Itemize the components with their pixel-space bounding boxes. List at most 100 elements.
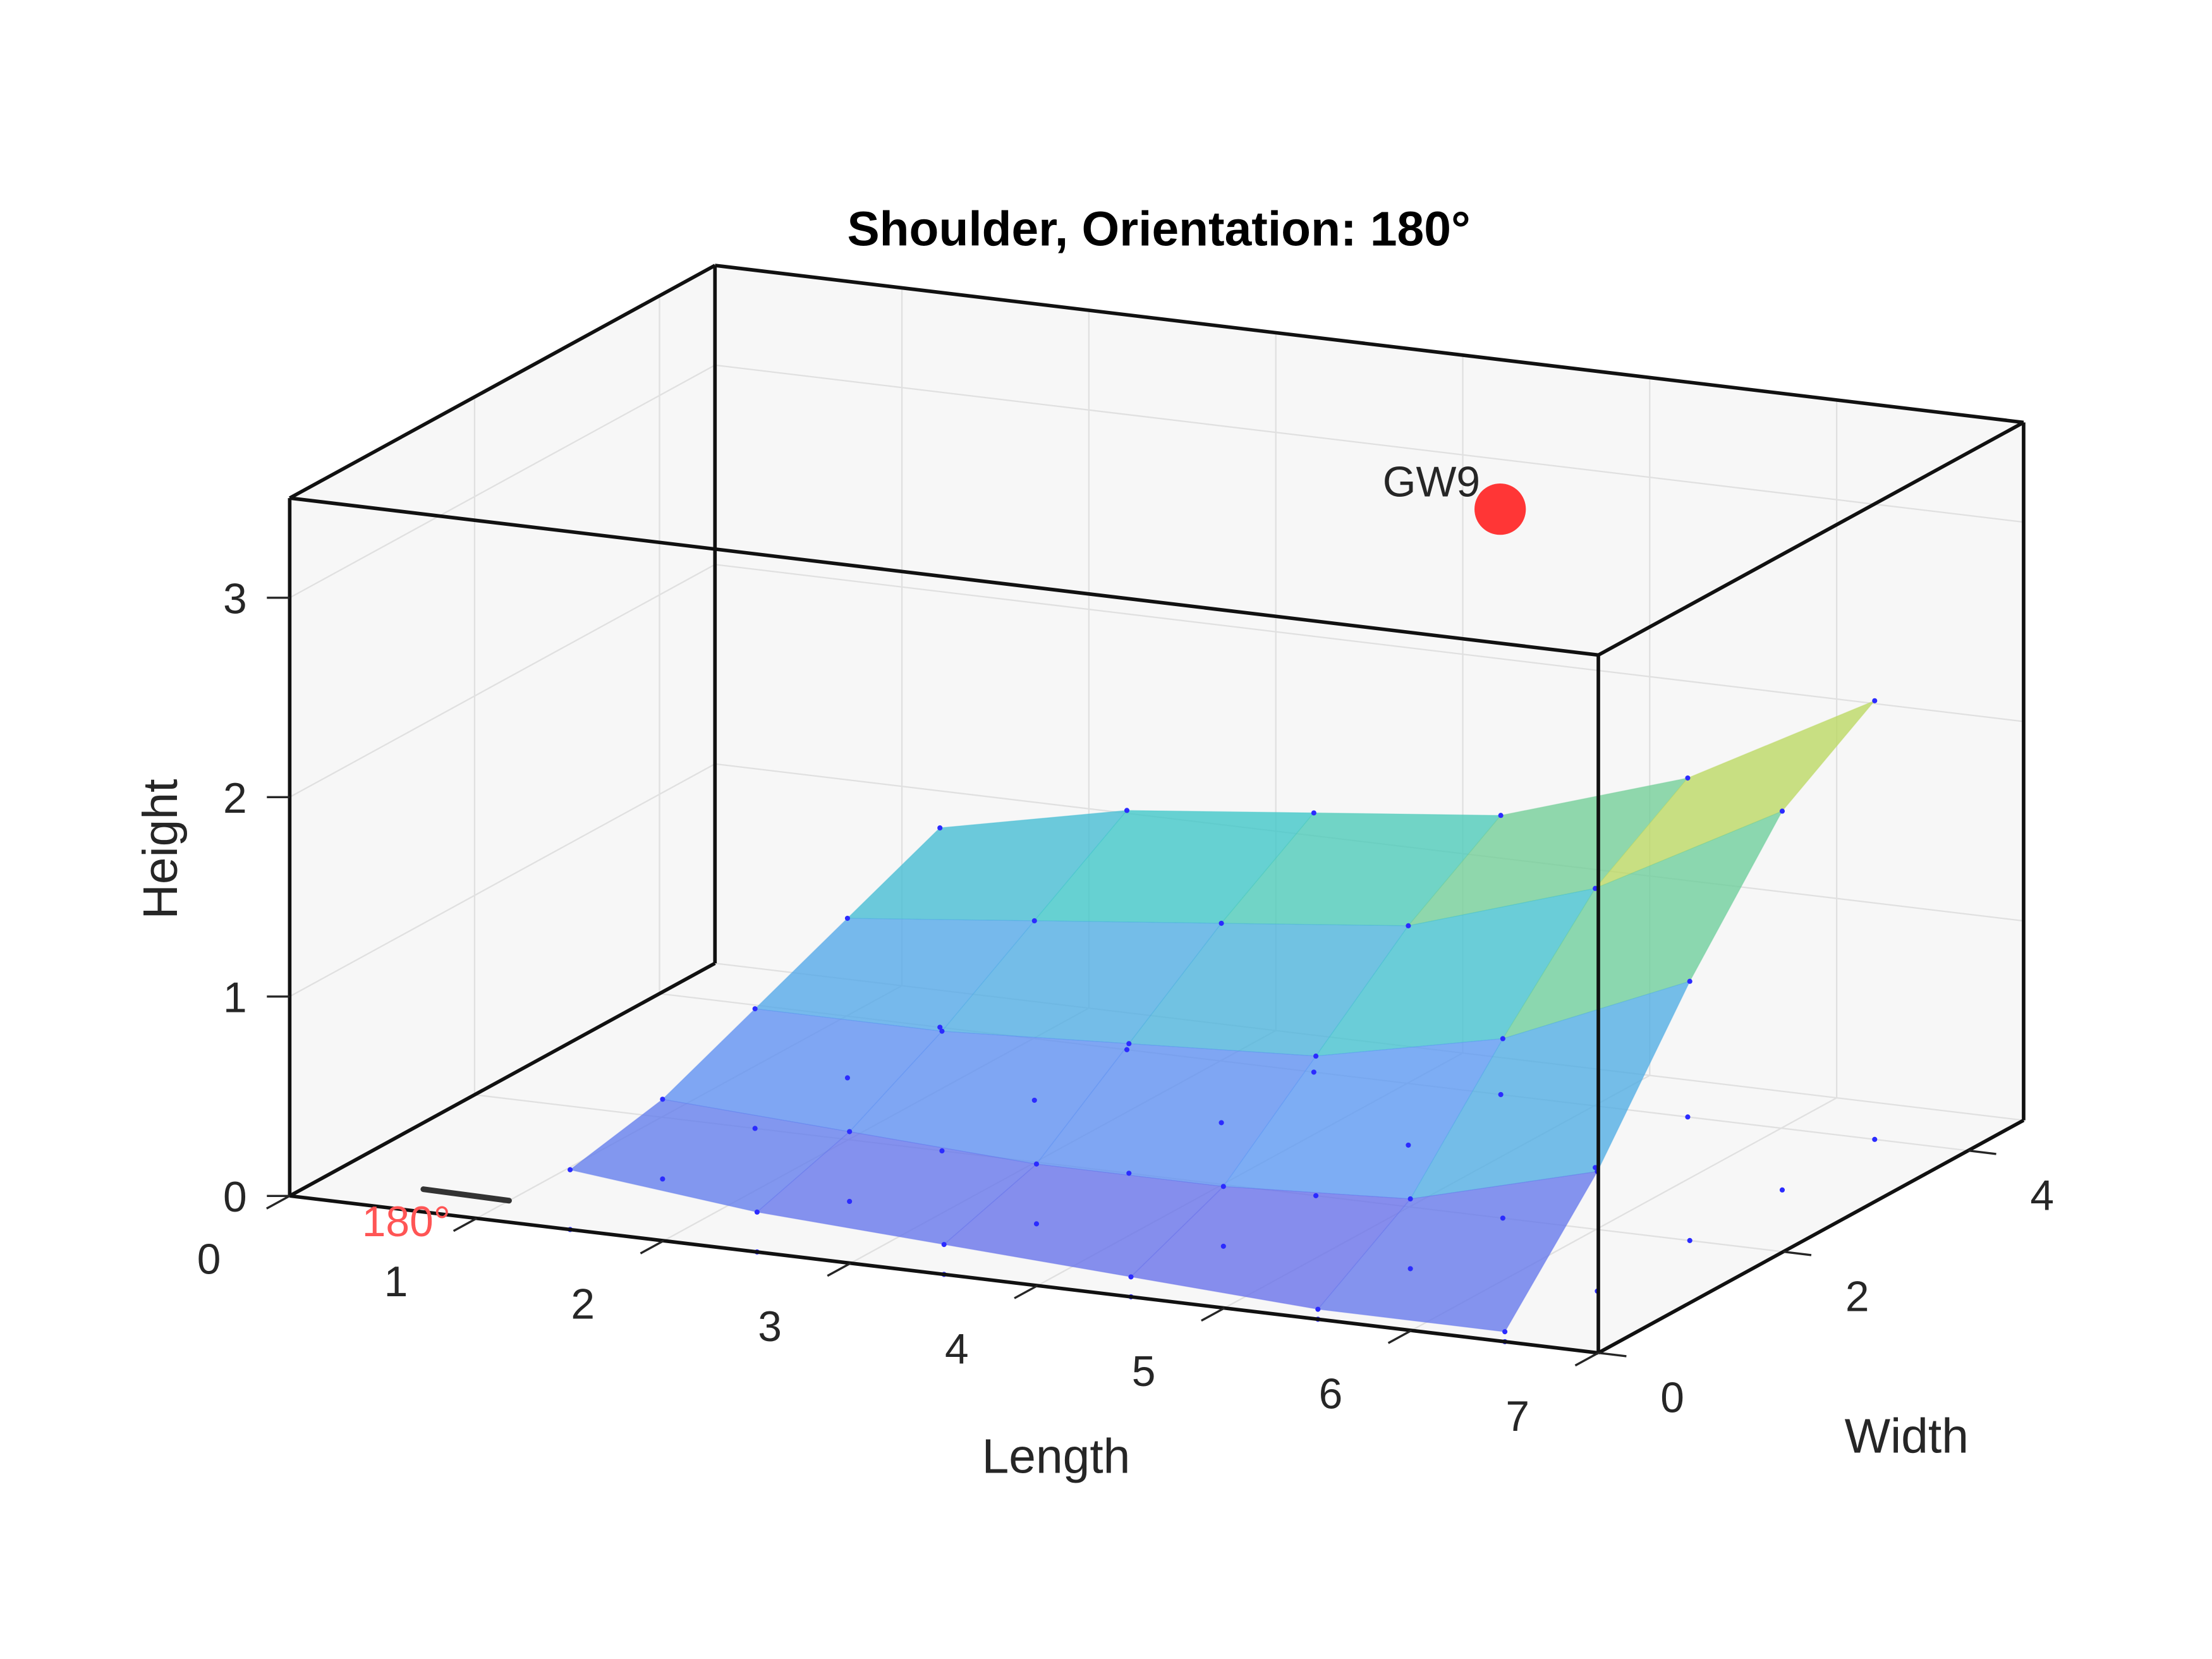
z-axis-label: Height bbox=[134, 779, 188, 920]
data-point bbox=[937, 825, 943, 831]
data-point bbox=[754, 1209, 760, 1215]
data-point bbox=[1779, 808, 1785, 814]
x-tick-label: 6 bbox=[1319, 1370, 1343, 1418]
y-tick bbox=[1783, 1250, 1812, 1256]
data-point bbox=[1311, 810, 1316, 816]
floor-point bbox=[660, 1176, 665, 1182]
data-point bbox=[1033, 1161, 1040, 1167]
z-tick-label: 3 bbox=[223, 576, 247, 623]
x-tick-label: 7 bbox=[1505, 1393, 1529, 1440]
x-tick bbox=[1201, 1307, 1225, 1322]
x-tick bbox=[453, 1217, 478, 1232]
data-point bbox=[1406, 923, 1411, 928]
x-tick bbox=[1387, 1329, 1413, 1344]
floor-point bbox=[1779, 1187, 1785, 1193]
data-point bbox=[1685, 775, 1691, 781]
floor-point bbox=[1687, 1237, 1692, 1243]
floor-point bbox=[1498, 1091, 1504, 1097]
y-tick-label: 0 bbox=[1660, 1374, 1684, 1421]
data-point bbox=[568, 1167, 573, 1172]
y-tick-label: 4 bbox=[2030, 1172, 2054, 1219]
data-point bbox=[660, 1097, 665, 1102]
data-point bbox=[1687, 978, 1692, 984]
orientation-label: 180° bbox=[362, 1198, 451, 1246]
box-edge bbox=[1597, 1119, 2025, 1355]
y-tick bbox=[1598, 1351, 1627, 1358]
box-edge bbox=[289, 961, 716, 1198]
data-point bbox=[1220, 1184, 1226, 1189]
floor-point bbox=[1313, 1193, 1319, 1198]
data-point bbox=[1124, 808, 1130, 813]
z-tick-label: 1 bbox=[223, 975, 247, 1022]
grid-line bbox=[289, 364, 715, 599]
floor-point bbox=[1406, 1142, 1411, 1148]
data-point bbox=[1498, 813, 1504, 818]
floor-point bbox=[1593, 1165, 1598, 1170]
floor-point bbox=[1218, 1120, 1224, 1126]
x-tick bbox=[640, 1239, 664, 1255]
data-point bbox=[1031, 918, 1037, 924]
box-edge bbox=[289, 496, 1599, 657]
x-tick-label: 4 bbox=[945, 1325, 969, 1373]
floor-point bbox=[1033, 1221, 1040, 1227]
floor-point bbox=[1126, 1170, 1132, 1176]
floor-point bbox=[1872, 1136, 1878, 1142]
y-axis-label: Width bbox=[1845, 1410, 1969, 1464]
chart-title: Shoulder, Orientation: 180° bbox=[847, 202, 1470, 256]
data-point bbox=[939, 1028, 945, 1034]
floor-point bbox=[1407, 1266, 1413, 1272]
data-point bbox=[1872, 698, 1878, 703]
floor-point bbox=[1220, 1243, 1226, 1249]
z-tick-label: 0 bbox=[223, 1174, 247, 1221]
x-tick bbox=[1014, 1284, 1038, 1299]
floor-point bbox=[847, 1198, 853, 1205]
box bbox=[288, 264, 2026, 1355]
data-point bbox=[1502, 1329, 1508, 1335]
floor-point bbox=[1685, 1114, 1691, 1120]
floor-point bbox=[939, 1148, 945, 1154]
data-point bbox=[847, 1129, 853, 1134]
data-point bbox=[1218, 920, 1224, 926]
z-tick-label: 2 bbox=[223, 775, 247, 822]
data-point bbox=[1128, 1274, 1134, 1280]
x-tick-label: 2 bbox=[571, 1280, 595, 1328]
floor-point bbox=[844, 1075, 851, 1081]
grid-line bbox=[715, 564, 2024, 722]
floor-point bbox=[1031, 1097, 1037, 1103]
grid-line bbox=[715, 364, 2024, 523]
wall bbox=[289, 265, 715, 1196]
x-tick bbox=[266, 1194, 291, 1210]
floor-point bbox=[1124, 1047, 1130, 1052]
floor-point bbox=[752, 1126, 758, 1131]
data-point bbox=[752, 1006, 758, 1012]
box-edge bbox=[289, 1194, 1599, 1355]
data-point bbox=[1593, 885, 1598, 891]
data-point bbox=[1126, 1041, 1132, 1047]
orientation-indicator bbox=[420, 1186, 512, 1204]
grid-line bbox=[289, 763, 715, 997]
data-point bbox=[844, 915, 851, 921]
x-tick bbox=[827, 1262, 851, 1277]
x-tick-label: 1 bbox=[384, 1258, 408, 1306]
labels: 0 1 2 3 4 5 6 7 0 2 4 0 1 2 3 GW9 180° bbox=[197, 458, 2054, 1440]
data-point bbox=[1313, 1054, 1319, 1059]
data-point bbox=[1315, 1306, 1321, 1312]
data-point bbox=[1407, 1196, 1413, 1202]
floor-point bbox=[937, 1024, 943, 1030]
data-point bbox=[1500, 1036, 1505, 1042]
data-point bbox=[941, 1242, 947, 1248]
marker bbox=[1474, 483, 1526, 535]
box-edge bbox=[1597, 420, 2025, 657]
grid-line bbox=[289, 564, 715, 798]
y-tick bbox=[1967, 1149, 1996, 1155]
x-axis-label: Length bbox=[982, 1430, 1131, 1483]
floor-point bbox=[1311, 1069, 1316, 1075]
box-edge bbox=[289, 264, 716, 500]
marker-label: GW9 bbox=[1383, 458, 1480, 506]
x-tick-label: 0 bbox=[197, 1236, 221, 1283]
surface bbox=[568, 698, 1878, 1344]
floor-point bbox=[1500, 1215, 1505, 1221]
box-edge bbox=[714, 264, 2024, 425]
